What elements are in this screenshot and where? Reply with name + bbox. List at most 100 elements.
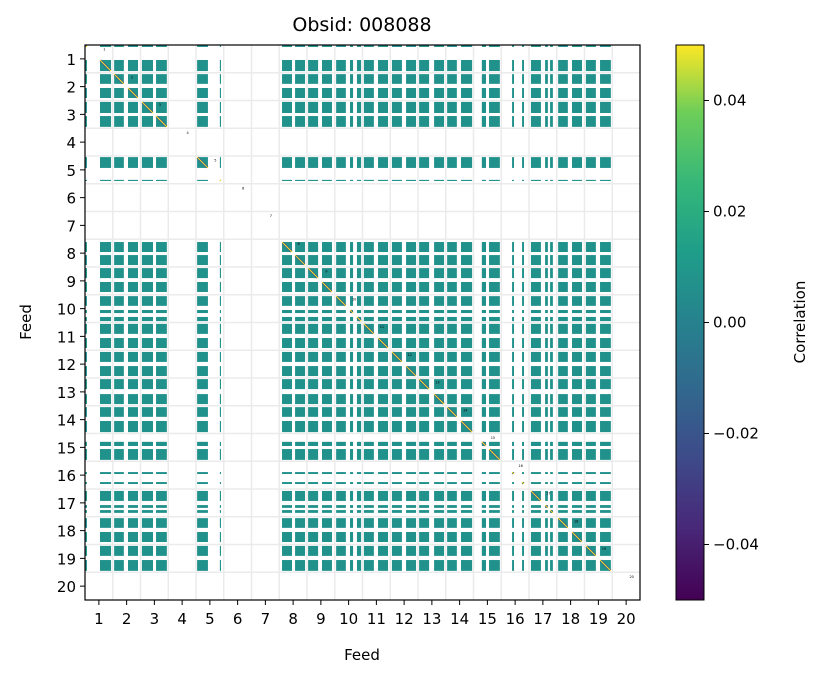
- heatmap-cell: [489, 255, 500, 266]
- heatmap-cell: [85, 323, 87, 334]
- heatmap-cell: [489, 532, 500, 543]
- heatmap-cell: [219, 490, 221, 501]
- heatmap-cell: [350, 116, 354, 127]
- heatmap-cell: [363, 296, 374, 306]
- heatmap-cell: [282, 323, 293, 334]
- heatmap-cell: [282, 379, 293, 390]
- heatmap-cell: [481, 74, 486, 84]
- heatmap-cell: [141, 379, 153, 390]
- heatmap-cell: [363, 532, 374, 543]
- heatmap-cell: [308, 518, 319, 528]
- heatmap-cell: [295, 510, 306, 513]
- heatmap-cell: [350, 157, 354, 168]
- heatmap-cell: [114, 316, 124, 322]
- heatmap-cell: [219, 421, 221, 433]
- heatmap-cell: [363, 545, 374, 556]
- diagonal-edge: [482, 441, 487, 446]
- heatmap-cell: [363, 472, 374, 475]
- heatmap-cell: [197, 490, 208, 501]
- heatmap-cell: [141, 421, 153, 433]
- heatmap-cell: [406, 560, 417, 571]
- heatmap-cell: [530, 366, 541, 377]
- heatmap-cell: [522, 394, 525, 405]
- heatmap-cell: [282, 74, 293, 84]
- heatmap-cell: [114, 255, 124, 266]
- diagonal-edge: [391, 352, 402, 363]
- heatmap-cell: [522, 351, 525, 362]
- heatmap-cell: [282, 560, 293, 571]
- heatmap-cell: [558, 338, 568, 349]
- heatmap-cell: [530, 560, 541, 571]
- x-tick-label: 13: [422, 610, 441, 628]
- heatmap-cell: [530, 116, 541, 127]
- diagonal-edge: [295, 254, 306, 265]
- heatmap-cell: [336, 88, 346, 99]
- heatmap-cell: [434, 351, 445, 362]
- heatmap-cell: [550, 518, 553, 528]
- heatmap-cell: [219, 441, 221, 446]
- heatmap-cell: [585, 281, 596, 292]
- heatmap-cell: [356, 242, 362, 253]
- diagonal-edge: [322, 281, 333, 292]
- heatmap-cell: [282, 472, 293, 475]
- heatmap-cell: [558, 510, 568, 513]
- heatmap-cell: [489, 316, 500, 322]
- heatmap-cell: [512, 255, 515, 266]
- heatmap-cell: [336, 560, 346, 571]
- heatmap-cell: [572, 407, 583, 417]
- heatmap-cell: [99, 281, 112, 292]
- heatmap-cell: [308, 281, 319, 292]
- heatmap-cell: [481, 472, 486, 475]
- heatmap-cell: [489, 157, 500, 168]
- heatmap-cell: [600, 179, 611, 181]
- heatmap-cell: [530, 407, 541, 417]
- diagonal-cell: [488, 448, 501, 461]
- heatmap-cell: [156, 296, 167, 306]
- y-tick-label: 1: [66, 51, 76, 69]
- heatmap-cell: [600, 74, 611, 84]
- heatmap-cell: [99, 45, 112, 47]
- heatmap-cell: [282, 179, 293, 181]
- heatmap-cell: [128, 268, 139, 279]
- heatmap-cell: [512, 316, 515, 322]
- heatmap-cell: [391, 545, 402, 556]
- heatmap-cell: [512, 490, 515, 501]
- heatmap-cell: [585, 441, 596, 446]
- heatmap-cell: [295, 505, 306, 508]
- heatmap-cell: [558, 441, 568, 446]
- heatmap-cell: [558, 505, 568, 508]
- heatmap-cell: [321, 88, 332, 99]
- heatmap-cell: [530, 179, 541, 181]
- diagonal-cell: [196, 156, 209, 169]
- heatmap-cell: [197, 351, 208, 362]
- heatmap-cell: [481, 407, 486, 417]
- heatmap-cell: [572, 101, 583, 113]
- heatmap-cell: [550, 101, 553, 113]
- heatmap-cell: [85, 532, 87, 543]
- heatmap-cell: [572, 281, 583, 292]
- heatmap-cell: [336, 545, 346, 556]
- heatmap-cell: [219, 518, 221, 528]
- heatmap-cell: [308, 157, 319, 168]
- heatmap-cell: [572, 116, 583, 127]
- heatmap-cell: [356, 310, 362, 314]
- heatmap-cell: [481, 351, 486, 362]
- heatmap-cell: [530, 545, 541, 556]
- diagonal-edge: [488, 449, 500, 461]
- heatmap-cell: [356, 281, 362, 292]
- heatmap-cell: [197, 421, 208, 433]
- heatmap-cell: [585, 407, 596, 417]
- y-tick-label: 5: [66, 162, 76, 180]
- diagonal-edge: [336, 295, 347, 306]
- heatmap-cell: [419, 482, 430, 485]
- heatmap-cell: [336, 441, 346, 446]
- x-tick-label: 17: [533, 610, 552, 628]
- heatmap-cell: [308, 532, 319, 543]
- heatmap-cell: [550, 281, 553, 292]
- heatmap-cell: [391, 505, 402, 508]
- heatmap-cell: [391, 59, 402, 72]
- heatmap-cell: [600, 472, 611, 475]
- heatmap-cell: [434, 116, 445, 127]
- heatmap-cell: [550, 116, 553, 127]
